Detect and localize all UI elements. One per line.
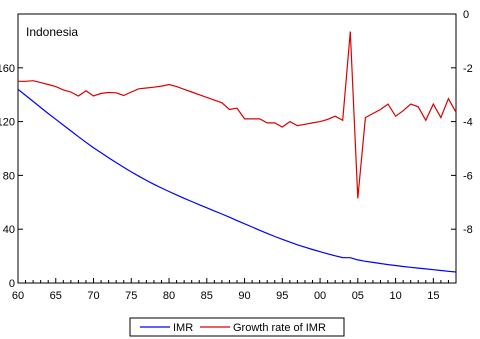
right-tick-label: -2 bbox=[463, 63, 473, 75]
x-tick-label: 65 bbox=[50, 290, 62, 302]
legend: IMR Growth rate of IMR bbox=[129, 317, 345, 337]
series-layer bbox=[17, 31, 457, 273]
x-tick-label: 95 bbox=[276, 290, 288, 302]
x-tick-label: 05 bbox=[352, 290, 364, 302]
series-line-imr bbox=[17, 88, 457, 273]
x-tick-label: 90 bbox=[238, 290, 250, 302]
left-tick-label: 120 bbox=[0, 117, 15, 129]
left-tick-label: 0 bbox=[9, 278, 15, 290]
x-axis-ticks: 60 65 70 75 80 85 90 95 00 05 10 15 bbox=[12, 278, 457, 302]
right-tick-label: -6 bbox=[463, 170, 473, 182]
x-tick-label: 10 bbox=[389, 290, 401, 302]
chart-inner-title: Indonesia bbox=[26, 25, 78, 39]
legend-box bbox=[129, 317, 345, 337]
plot-frame bbox=[17, 13, 457, 284]
x-tick-label: 80 bbox=[163, 290, 175, 302]
right-axis-ticks: -8 -6 -4 -2 0 bbox=[451, 9, 473, 236]
x-tick-label: 75 bbox=[125, 290, 137, 302]
x-tick-label: 00 bbox=[314, 290, 326, 302]
right-tick-label: -4 bbox=[463, 117, 473, 129]
x-tick-label: 70 bbox=[87, 290, 99, 302]
x-tick-label: 85 bbox=[201, 290, 213, 302]
x-tick-label: 15 bbox=[427, 290, 439, 302]
left-tick-label: 40 bbox=[3, 224, 15, 236]
x-tick-label: 60 bbox=[12, 290, 24, 302]
legend-label-growth: Growth rate of IMR bbox=[233, 322, 326, 334]
legend-label-imr: IMR bbox=[173, 322, 193, 334]
left-tick-label: 160 bbox=[0, 63, 15, 75]
right-tick-label: 0 bbox=[463, 9, 469, 21]
left-tick-label: 80 bbox=[3, 170, 15, 182]
left-axis-ticks: 0 40 80 120 160 bbox=[0, 63, 23, 290]
series-line-growth-rate bbox=[18, 31, 457, 199]
right-tick-label: -8 bbox=[463, 224, 473, 236]
